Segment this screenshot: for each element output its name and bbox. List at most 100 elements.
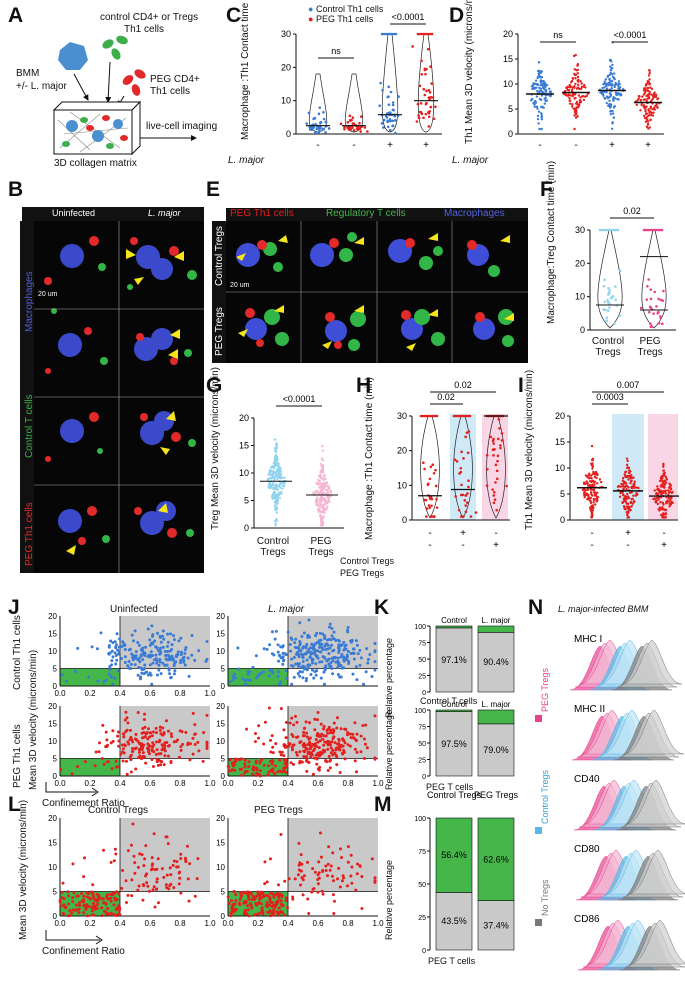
data-point [585,94,588,98]
data-point [167,887,171,891]
y-tick-label: 15 [555,437,565,447]
data-point [148,735,152,739]
data-point [651,114,655,117]
data-point [536,107,539,110]
data-point [123,647,127,651]
data-point [541,79,544,83]
data-point [589,501,593,505]
data-point [246,670,250,674]
data-point [109,741,113,745]
data-point [340,856,344,860]
bar-grey-0 [435,711,473,777]
data-point [581,95,585,98]
data-point [373,650,377,654]
data-point [606,228,610,232]
data-point [178,876,182,880]
data-point [491,448,495,452]
x-tick-label: 0.4 [114,689,126,698]
data-point [418,110,422,114]
g-cat-peg: PEG Tregs [308,536,334,558]
data-point [302,755,306,759]
data-point [279,753,283,757]
data-point [166,632,170,636]
x-tick-label: 0.8 [174,689,186,698]
data-point [274,453,278,457]
row2-label: - [626,540,629,551]
data-point [312,647,316,651]
l-col-control: Control Tregs [88,805,149,816]
data-point [185,844,189,848]
data-point [320,457,324,460]
data-point [254,761,258,765]
data-point [373,668,377,672]
y-tick-label: 20 [216,612,225,621]
data-point [642,93,646,96]
data-point [116,648,120,652]
data-point [157,740,161,744]
y-tick-label: 15 [503,54,513,64]
data-point [577,103,581,106]
data-point [635,486,638,489]
data-point [152,885,156,889]
data-point [644,228,648,232]
data-point [378,104,381,108]
data-point [172,859,176,863]
data-point [350,881,354,885]
x-tick-label: 1.0 [372,779,384,788]
data-point [661,506,664,509]
data-point [143,654,147,658]
y-tick-label: 20 [503,29,513,39]
data-point [373,876,377,880]
data-point [339,727,343,731]
data-point [249,892,253,896]
data-point [298,639,302,643]
data-point [273,471,277,474]
sig-label: 0.02 [454,380,472,390]
data-point [276,913,280,917]
data-point [254,731,258,735]
data-point [614,91,618,94]
data-point [263,720,267,724]
data-point [197,749,201,753]
data-point [537,110,541,113]
data-point [310,642,314,646]
data-point [329,864,333,868]
data-point [77,901,81,905]
data-point [124,730,128,734]
data-point [244,682,248,686]
data-point [177,639,181,643]
lmajor-label: +/- L. major [16,81,67,92]
data-point [106,893,110,897]
data-point [363,126,367,129]
data-point [145,872,149,876]
data-point [183,652,187,656]
data-point [159,640,163,644]
data-point [205,744,209,748]
data-point [663,484,666,487]
data-point [335,726,339,730]
data-point [319,650,323,654]
data-point [420,59,423,63]
row2-label: + [661,540,667,551]
data-point [566,88,569,92]
data-point [613,322,616,325]
data-point [336,665,340,669]
data-point [285,676,289,680]
data-point [93,764,97,768]
y-tick-label: 100 [414,816,426,823]
data-point [639,306,643,310]
data-point [97,896,101,900]
data-point [583,490,586,494]
data-point [250,897,254,901]
data-point [596,496,600,499]
y-tick-label: 10 [575,292,585,302]
data-point [586,481,589,485]
data-point [629,506,632,509]
data-point [155,646,159,650]
data-point [270,734,274,738]
row1-label: + [460,528,466,539]
data-point [587,472,591,475]
k-xlabel-top: Control T cells [420,696,478,706]
data-point [360,906,364,910]
data-point [352,657,356,661]
